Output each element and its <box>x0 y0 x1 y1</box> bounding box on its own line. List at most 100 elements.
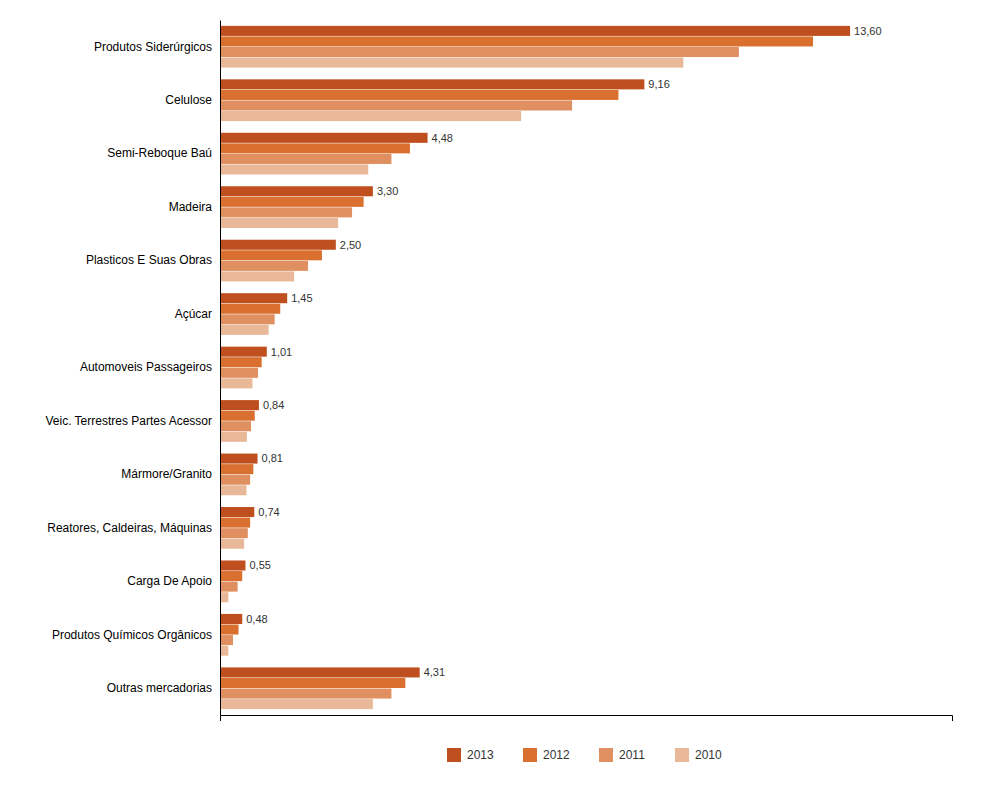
y-tick-label: Carga De Apoio <box>127 574 212 588</box>
y-tick-label: Madeira <box>169 200 213 214</box>
legend-swatch <box>523 748 537 762</box>
bar <box>220 357 262 367</box>
data-labels: 13,609,164,483,302,501,451,010,840,810,7… <box>246 25 881 679</box>
legend-swatch <box>599 748 613 762</box>
data-label: 4,31 <box>424 666 445 678</box>
data-label: 0,55 <box>249 559 270 571</box>
bar <box>220 26 850 36</box>
y-tick: Veic. Terrestres Partes Acessor <box>45 414 220 428</box>
data-label: 13,60 <box>854 25 882 37</box>
y-tick: Madeira <box>169 200 220 214</box>
bar <box>220 667 420 677</box>
bar <box>220 111 521 121</box>
series <box>220 58 683 710</box>
data-label: 0,48 <box>246 613 267 625</box>
chart: 13,609,164,483,302,501,451,010,840,810,7… <box>0 0 982 785</box>
y-tick-label: Semi-Reboque Baú <box>107 146 212 160</box>
bar <box>220 411 255 421</box>
legend-item: 2013 <box>447 748 494 762</box>
bar <box>220 133 428 143</box>
bar <box>220 560 245 570</box>
bar <box>220 464 253 474</box>
data-label: 1,01 <box>271 346 292 358</box>
bar <box>220 539 244 549</box>
bar <box>220 475 250 485</box>
y-tick-label: Celulose <box>165 93 212 107</box>
y-tick-label: Outras mercadorias <box>107 681 212 695</box>
y-tick-label: Produtos Químicos Orgânicos <box>52 628 212 642</box>
series <box>220 47 739 699</box>
y-tick-label: Automoveis Passageiros <box>80 360 212 374</box>
bar <box>220 592 228 602</box>
bar <box>220 582 238 592</box>
y-tick-label: Plasticos E Suas Obras <box>86 253 212 267</box>
bar <box>220 79 644 89</box>
y-tick-label: Veic. Terrestres Partes Acessor <box>45 414 212 428</box>
legend: 2013 2012 2011 2010 <box>447 748 722 762</box>
bar <box>220 36 813 46</box>
y-tick: Outras mercadorias <box>107 681 220 695</box>
bars <box>220 26 850 709</box>
bar <box>220 186 373 196</box>
bar <box>220 304 280 314</box>
legend-label: 2011 <box>619 748 645 762</box>
bar <box>220 261 308 271</box>
bar <box>220 164 368 174</box>
y-tick: Produtos Siderúrgicos <box>94 40 220 54</box>
bar <box>220 432 247 442</box>
bar <box>220 271 294 281</box>
plot: 13,609,164,483,302,501,451,010,840,810,7… <box>45 21 952 722</box>
y-tick: Mármore/Granito <box>121 467 220 481</box>
bar <box>220 293 287 303</box>
y-tick: Reatores, Caldeiras, Máquinas <box>47 521 220 535</box>
x-axis-line <box>221 716 953 722</box>
bar <box>220 47 739 57</box>
legend-item: 2010 <box>675 748 722 762</box>
bar <box>220 635 233 645</box>
bar <box>220 90 618 100</box>
bar <box>220 314 275 324</box>
y-tick: Plasticos E Suas Obras <box>86 253 220 267</box>
bar <box>220 571 242 581</box>
bar <box>220 528 248 538</box>
legend-label: 2013 <box>467 748 494 762</box>
y-tick: Produtos Químicos Orgânicos <box>52 628 220 642</box>
bar <box>220 240 336 250</box>
bar <box>220 325 269 335</box>
bar <box>220 485 246 495</box>
y-tick-label: Reatores, Caldeiras, Máquinas <box>47 521 212 535</box>
bar <box>220 207 352 217</box>
data-label: 9,16 <box>648 78 669 90</box>
bar <box>220 699 373 709</box>
y-tick: Semi-Reboque Baú <box>107 146 220 160</box>
y-tick-label: Açúcar <box>175 307 212 321</box>
data-label: 0,81 <box>262 452 283 464</box>
bar <box>220 614 242 624</box>
x-axis <box>221 716 953 722</box>
bar <box>220 646 228 656</box>
bar <box>220 368 258 378</box>
y-tick: Automoveis Passageiros <box>80 360 220 374</box>
y-axis: Produtos Siderúrgicos Celulose Semi-Reboqu… <box>45 21 220 716</box>
y-tick-label: Mármore/Granito <box>121 467 212 481</box>
bar <box>220 100 572 110</box>
bar <box>220 454 258 464</box>
bar <box>220 421 251 431</box>
bar <box>220 250 322 260</box>
data-label: 0,84 <box>263 399 284 411</box>
legend-item: 2011 <box>599 748 645 762</box>
legend-swatch <box>675 748 689 762</box>
bar <box>220 518 250 528</box>
legend-label: 2012 <box>543 748 570 762</box>
legend-item: 2012 <box>523 748 570 762</box>
y-tick-label: Produtos Siderúrgicos <box>94 40 212 54</box>
data-label: 0,74 <box>258 506 279 518</box>
bar <box>220 678 405 688</box>
y-tick: Carga De Apoio <box>127 574 220 588</box>
bar <box>220 197 364 207</box>
bar <box>220 689 391 699</box>
data-label: 2,50 <box>340 239 361 251</box>
data-label: 3,30 <box>377 185 398 197</box>
bar <box>220 400 259 410</box>
bar <box>220 507 254 517</box>
